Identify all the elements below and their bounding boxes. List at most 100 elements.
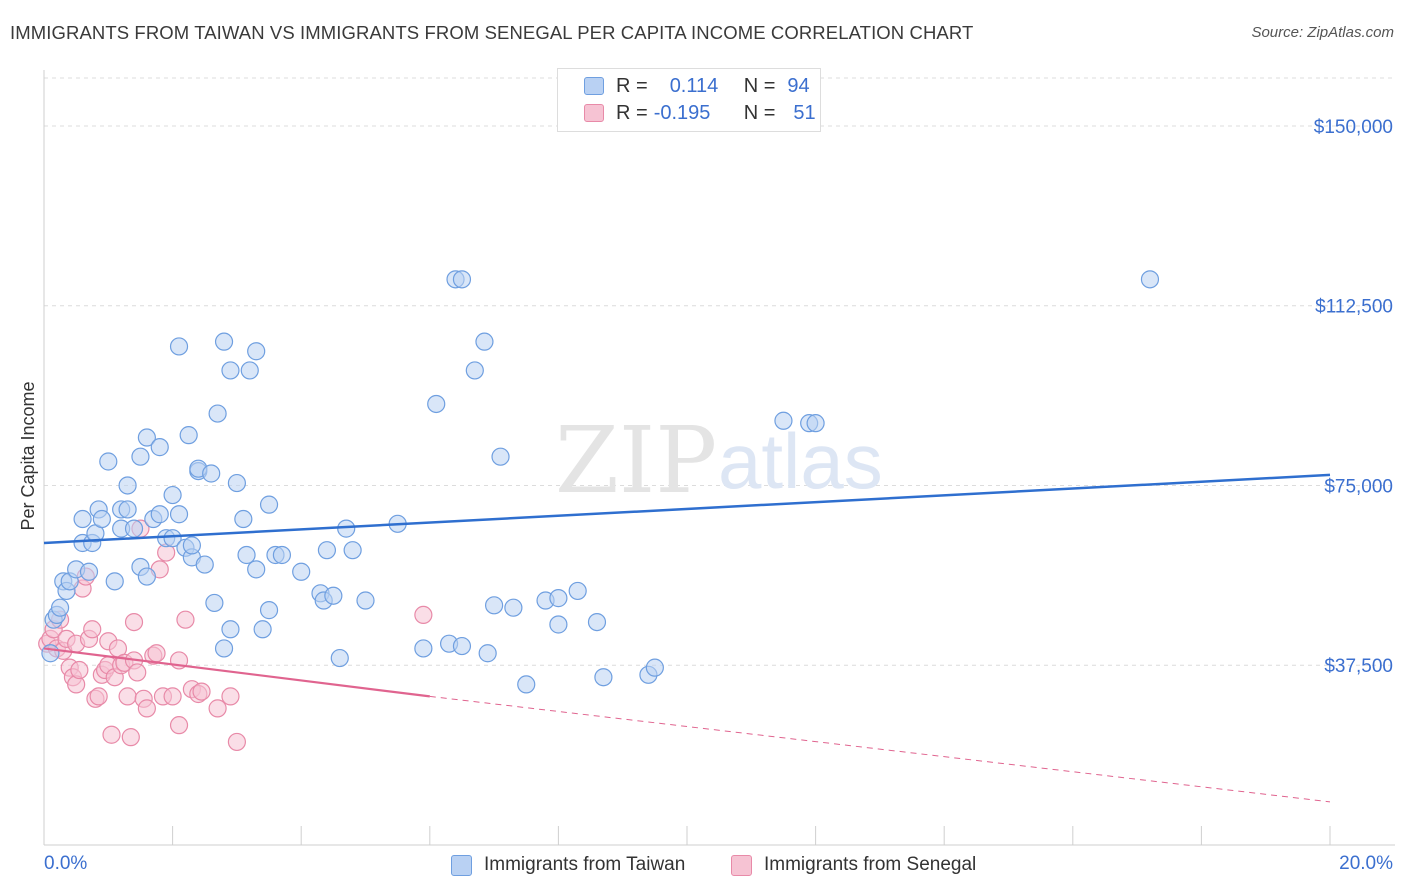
taiwan-swatch	[584, 77, 604, 95]
legend-item-taiwan: Immigrants from Taiwan	[451, 851, 685, 879]
taiwan-point	[414, 639, 433, 658]
taiwan-point	[124, 519, 144, 538]
legend-n-label: N =	[743, 74, 776, 97]
taiwan-point	[491, 447, 510, 466]
senegal-point	[169, 716, 189, 735]
watermark-atlas: atlas	[718, 417, 883, 505]
senegal-point	[89, 687, 108, 706]
taiwan-point	[195, 555, 214, 574]
taiwan-trend-line	[43, 473, 1331, 545]
taiwan-point	[150, 505, 169, 524]
taiwan-point	[259, 601, 279, 620]
y-tick-label: $37,500	[1324, 656, 1393, 677]
taiwan-point	[169, 505, 189, 524]
taiwan-point	[1140, 270, 1160, 289]
axes	[43, 70, 1395, 846]
senegal-point	[102, 725, 121, 744]
y-axis-label: Per Capita Income	[18, 381, 38, 530]
senegal-point	[208, 699, 227, 718]
taiwan-point	[806, 414, 825, 433]
taiwan-point	[247, 560, 266, 579]
taiwan-point	[504, 598, 523, 617]
stats-legend: R = 0.114 N = 94 R = -0.195 N = 51	[557, 68, 821, 132]
taiwan-point	[214, 639, 234, 658]
taiwan-point	[41, 644, 60, 663]
y-tick-label: $112,500	[1315, 297, 1393, 318]
taiwan-point	[427, 394, 446, 414]
taiwan-point	[292, 562, 311, 581]
chart-title: IMMIGRANTS FROM TAIWAN VS IMMIGRANTS FRO…	[10, 22, 974, 43]
senegal-point	[121, 728, 140, 747]
legend-n-label: N =	[743, 101, 776, 124]
series-legend: Immigrants from Taiwan Immigrants from S…	[0, 851, 1406, 879]
senegal-legend-swatch	[731, 854, 752, 876]
legend-r-value: 0.114	[669, 74, 719, 97]
taiwan-point	[118, 476, 137, 495]
taiwan-point	[137, 428, 156, 447]
taiwan-point	[317, 541, 337, 560]
taiwan-point	[208, 404, 227, 423]
x-tick-label: 20.0%	[1339, 853, 1393, 874]
taiwan-point	[337, 519, 356, 538]
taiwan-point	[452, 270, 472, 289]
senegal-point	[128, 663, 147, 682]
taiwan-point	[478, 644, 497, 663]
taiwan-point	[79, 562, 99, 581]
taiwan-point	[163, 529, 182, 548]
axis-labels: $37,500 $75,000 $112,500 $150,000 0.0% 20.0% P…	[18, 117, 1393, 874]
taiwan-point	[73, 509, 92, 529]
taiwan-point	[452, 636, 472, 656]
senegal-swatch	[584, 104, 604, 122]
source-label: Source: ZipAtlas.com	[1251, 24, 1394, 41]
taiwan-point	[169, 337, 189, 356]
taiwan-point	[202, 464, 221, 483]
taiwan-point	[587, 612, 607, 632]
taiwan-point	[182, 536, 201, 555]
taiwan-point	[118, 500, 137, 519]
taiwan-point	[179, 426, 198, 445]
taiwan-point	[272, 545, 292, 565]
senegal-trend-line-dashed	[429, 695, 1331, 803]
senegal-point	[124, 612, 144, 632]
legend-row-taiwan: R = 0.114 N = 94	[584, 73, 810, 99]
legend-n-value: 94	[787, 74, 810, 97]
taiwan-point	[517, 675, 536, 694]
senegal-point	[227, 732, 246, 752]
taiwan-point	[465, 361, 484, 380]
legend-n-value: 51	[793, 101, 816, 124]
taiwan-point	[356, 591, 375, 610]
taiwan-point	[92, 509, 111, 529]
x-tick-label: 0.0%	[44, 853, 87, 874]
taiwan-point	[568, 581, 587, 601]
taiwan-point	[259, 495, 279, 514]
senegal-trend-line	[43, 647, 430, 698]
senegal-point	[147, 644, 166, 663]
taiwan-point	[240, 361, 259, 380]
legend-r-label: R =	[616, 101, 648, 124]
senegal-point	[70, 660, 89, 680]
taiwan-point	[221, 361, 240, 380]
senegal-point	[414, 605, 433, 625]
watermark-zip: ZIP	[555, 407, 717, 514]
legend-label-senegal: Immigrants from Senegal	[764, 854, 977, 875]
trend-lines	[43, 473, 1331, 803]
taiwan-point	[645, 658, 664, 677]
senegal-point	[192, 682, 211, 701]
taiwan-point	[475, 332, 494, 351]
senegal-point	[163, 687, 182, 706]
taiwan-point	[237, 545, 256, 565]
taiwan-point	[131, 447, 150, 466]
taiwan-point	[549, 615, 568, 634]
legend-r-value: -0.195	[653, 101, 711, 124]
legend-label-taiwan: Immigrants from Taiwan	[484, 854, 686, 875]
taiwan-point	[549, 589, 568, 608]
taiwan-point	[150, 438, 169, 457]
legend-item-senegal: Immigrants from Senegal	[731, 851, 976, 879]
senegal-point	[176, 610, 195, 629]
taiwan-point	[343, 541, 362, 560]
y-tick-label: $150,000	[1314, 117, 1393, 138]
taiwan-point	[205, 593, 224, 613]
senegal-points	[38, 519, 433, 752]
taiwan-point	[50, 598, 70, 617]
